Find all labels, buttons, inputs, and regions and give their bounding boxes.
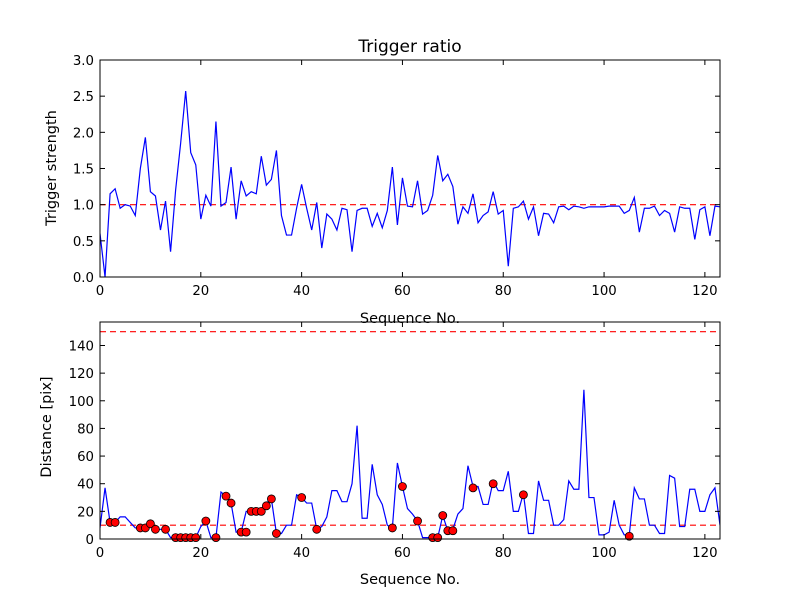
data-point <box>398 482 407 491</box>
x-axis-label: Sequence No. <box>360 572 460 588</box>
y-tick-label: 60 <box>77 450 94 465</box>
data-point <box>201 516 211 526</box>
y-axis-label: Trigger strength <box>44 110 60 227</box>
y-tick-label: 140 <box>69 339 94 354</box>
y-tick-label: 100 <box>69 395 94 410</box>
x-tick-label: 0 <box>96 284 104 299</box>
x-tick-label: 60 <box>394 546 411 561</box>
data-point <box>191 533 201 543</box>
y-tick-label: 2.5 <box>73 90 94 105</box>
y-tick-label: 1.0 <box>73 199 94 214</box>
x-tick-label: 0 <box>96 546 104 561</box>
data-point <box>468 483 478 493</box>
y-tick-label: 80 <box>77 422 94 437</box>
data-point <box>272 529 281 538</box>
data-point <box>226 498 236 508</box>
series-line <box>100 91 720 277</box>
x-tick-label: 60 <box>394 284 411 299</box>
data-point <box>413 516 422 526</box>
distance-panel: Sequence No. Distance [pix] 0 20 40 60 80 100… <box>39 321 721 588</box>
data-point <box>312 524 322 534</box>
data-point <box>146 519 155 529</box>
y-tick-label: 20 <box>77 505 94 520</box>
data-point <box>221 491 231 501</box>
y-tick-label: 0.5 <box>73 235 94 250</box>
chart-title: Trigger ratio <box>357 37 461 57</box>
data-point <box>488 479 498 489</box>
y-tick-label: 2.0 <box>73 126 94 141</box>
x-tick-label: 40 <box>293 284 310 299</box>
data-point <box>151 524 160 534</box>
data-point <box>448 526 458 536</box>
data-point <box>161 524 170 534</box>
y-tick-label: 0 <box>86 533 94 548</box>
x-tick-label: 40 <box>293 546 310 561</box>
x-tick-label: 100 <box>591 546 616 561</box>
trigger-ratio-panel: Trigger ratio Sequence No. Trigger stren… <box>44 37 721 327</box>
data-point <box>110 518 120 527</box>
x-tick-label: 20 <box>192 284 209 299</box>
data-point <box>261 501 271 511</box>
x-tick-label: 120 <box>692 284 717 299</box>
data-point <box>519 490 528 500</box>
data-point <box>387 523 397 533</box>
y-tick-label: 40 <box>77 478 94 493</box>
y-tick-label: 120 <box>69 367 94 382</box>
data-point <box>297 493 307 502</box>
y-axis-label: Distance [pix] <box>39 376 55 477</box>
data-point <box>624 531 634 541</box>
x-tick-label: 80 <box>495 546 512 561</box>
data-point <box>433 533 443 543</box>
data-point <box>438 511 448 520</box>
data-point <box>211 533 221 543</box>
plot-frame <box>99 321 721 540</box>
x-tick-label: 100 <box>591 284 616 299</box>
data-point <box>266 494 276 504</box>
x-tick-label: 120 <box>692 546 717 561</box>
x-tick-label: 20 <box>192 546 209 561</box>
y-tick-label: 3.0 <box>73 54 94 69</box>
x-tick-label: 80 <box>495 284 512 299</box>
x-axis-label: Sequence No. <box>360 311 460 327</box>
data-point <box>241 527 251 537</box>
y-tick-label: 1.5 <box>73 163 94 178</box>
data-point <box>256 506 266 516</box>
y-tick-label: 0.0 <box>73 271 94 286</box>
